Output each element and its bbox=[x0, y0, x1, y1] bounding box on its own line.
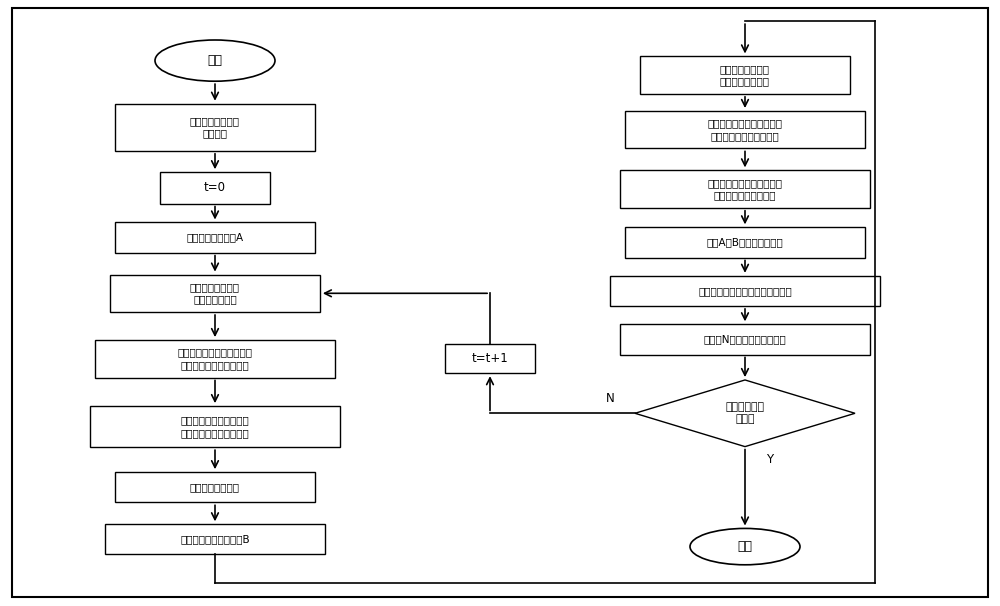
Text: 交叉变异生成子代种群B: 交叉变异生成子代种群B bbox=[180, 534, 250, 544]
Bar bbox=[620, 170, 870, 208]
Bar bbox=[115, 472, 315, 502]
Bar bbox=[445, 344, 535, 373]
Text: t=t+1: t=t+1 bbox=[472, 352, 508, 365]
Bar bbox=[620, 324, 870, 355]
Text: 开始: 开始 bbox=[208, 54, 222, 67]
Bar bbox=[625, 111, 865, 148]
Text: 确定个充电站充电桩数量和
充电站建设所在路网节点: 确定个充电站充电桩数量和 充电站建设所在路网节点 bbox=[178, 348, 252, 370]
Text: N: N bbox=[606, 391, 614, 405]
Text: 计算两个目标函数: 计算两个目标函数 bbox=[190, 482, 240, 492]
Bar bbox=[105, 524, 325, 554]
Text: 采用精英保留策略进行非支配排序: 采用精英保留策略进行非支配排序 bbox=[698, 286, 792, 296]
Bar bbox=[115, 104, 315, 151]
Text: 检验配网可靠性约
束产生父代种群: 检验配网可靠性约 束产生父代种群 bbox=[190, 282, 240, 304]
Bar bbox=[610, 276, 880, 306]
Bar bbox=[115, 222, 315, 253]
Bar bbox=[110, 275, 320, 312]
Text: 随机产生初始种群A: 随机产生初始种群A bbox=[186, 233, 244, 242]
Text: 进行车流模拟淘汰不满足配
电网可靠性约束的个体: 进行车流模拟淘汰不满足配 电网可靠性约束的个体 bbox=[708, 178, 782, 200]
Bar bbox=[160, 172, 270, 204]
Text: t=0: t=0 bbox=[204, 181, 226, 195]
Bar bbox=[90, 406, 340, 447]
Bar bbox=[95, 340, 335, 378]
Text: 迭代达到最大
次数？: 迭代达到最大 次数？ bbox=[726, 402, 765, 424]
Bar bbox=[625, 227, 865, 258]
Text: 合并A、B并计算目标函数: 合并A、B并计算目标函数 bbox=[707, 238, 783, 247]
Text: 输入路网信息、配
网信息等: 输入路网信息、配 网信息等 bbox=[190, 116, 240, 138]
Text: 确定个充电站充电桩数量和
充电站建设所在路网节点: 确定个充电站充电桩数量和 充电站建设所在路网节点 bbox=[708, 119, 782, 141]
Bar bbox=[640, 56, 850, 94]
Text: Y: Y bbox=[766, 453, 774, 467]
Text: 结束: 结束 bbox=[738, 540, 753, 553]
Text: 选取前N个个体产生子代种群: 选取前N个个体产生子代种群 bbox=[704, 335, 786, 344]
Text: 淘汰不满足配电网
可靠性约束的个体: 淘汰不满足配电网 可靠性约束的个体 bbox=[720, 64, 770, 86]
Text: 进行车流模拟淘汰不满足
配电网可靠性约束的个体: 进行车流模拟淘汰不满足 配电网可靠性约束的个体 bbox=[181, 416, 249, 438]
